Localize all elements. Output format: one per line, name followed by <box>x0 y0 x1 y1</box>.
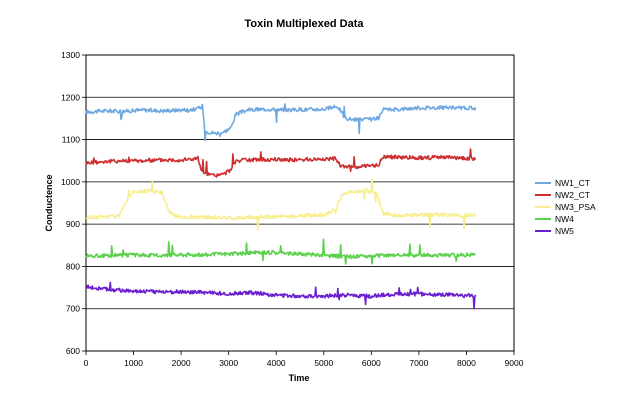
x-tick-label: 9000 <box>505 358 524 368</box>
y-tick-label: 1100 <box>62 135 81 145</box>
series-line-nw2_ct <box>85 148 477 178</box>
x-tick-label: 4000 <box>267 358 286 368</box>
y-tick-label: 1000 <box>61 177 80 187</box>
y-tick-label: 1300 <box>61 50 80 60</box>
legend-label: NW5 <box>555 226 574 236</box>
series-group <box>85 103 477 310</box>
x-axis-label: Time <box>289 373 310 383</box>
plot-area <box>85 54 515 352</box>
grid-lines <box>86 54 514 352</box>
y-axis-label: Conductence <box>44 174 54 231</box>
legend-label: NW4 <box>555 214 574 224</box>
x-tick-label: 2000 <box>172 358 191 368</box>
chart-title: Toxin Multiplexed Data <box>245 18 365 30</box>
x-tick-label: 3000 <box>219 358 238 368</box>
y-tick-label: 600 <box>66 346 80 356</box>
series-line-nw5 <box>85 281 477 310</box>
legend-label: NW2_CT <box>555 190 590 200</box>
series-line-nw3_psa <box>85 178 476 232</box>
x-tick-label: 8000 <box>457 358 476 368</box>
legend: NW1_CT NW2_CT NW3_PSA NW4 NW5 <box>535 178 596 236</box>
y-tick-label: 800 <box>66 261 80 271</box>
axis-ticks: 600 700 800 900 1000 1100 1200 1300 0 1000 2000 300… <box>61 50 524 368</box>
legend-label: NW1_CT <box>555 178 590 188</box>
legend-label: NW3_PSA <box>555 202 596 212</box>
series-line-nw1_ct <box>85 103 477 142</box>
x-tick-label: 1000 <box>124 358 143 368</box>
series-line-nw4 <box>85 238 476 265</box>
y-tick-label: 1200 <box>61 92 80 102</box>
x-tick-label: 6000 <box>362 358 381 368</box>
x-tick-label: 7000 <box>409 358 428 368</box>
x-tick-label: 0 <box>84 358 89 368</box>
y-tick-label: 900 <box>66 219 80 229</box>
y-tick-label: 700 <box>66 304 80 314</box>
x-tick-label: 5000 <box>314 358 333 368</box>
